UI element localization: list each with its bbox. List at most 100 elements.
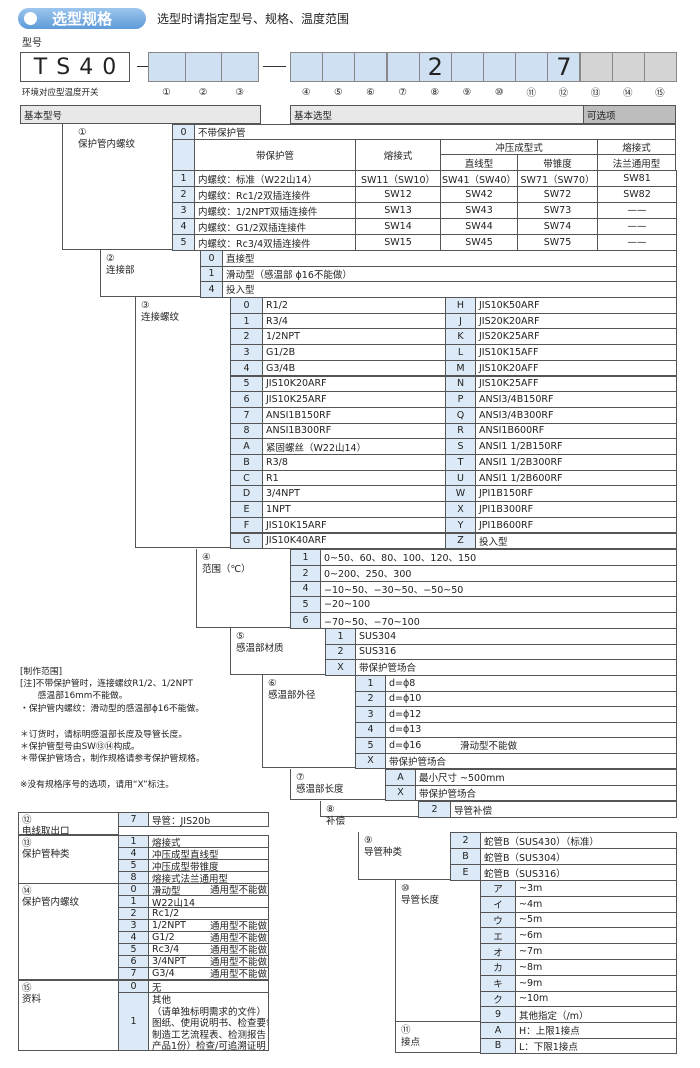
code-cell: K xyxy=(445,328,476,346)
position-number: ⑦ xyxy=(398,86,407,98)
code-cell: X xyxy=(445,501,476,518)
cell: ANSI1B600RF xyxy=(475,422,677,440)
section-num: ⑩ xyxy=(401,883,410,894)
cell: SW75 xyxy=(517,234,598,251)
cell: 不带保护管 xyxy=(194,124,676,140)
cell: 3/4NPT xyxy=(262,485,446,503)
code-cell: 0 xyxy=(172,124,195,140)
cell: JIS20K20ARF xyxy=(475,312,677,330)
badge-text: 选型规格 xyxy=(52,10,113,28)
section-label: 范围（℃） xyxy=(202,564,251,575)
section-label: 连接部 xyxy=(106,265,135,276)
cell: SUS304 xyxy=(355,628,677,645)
bracket xyxy=(196,549,290,628)
cell: 投入型 xyxy=(222,281,677,298)
code-cell: U xyxy=(445,469,476,487)
cell: d=ϕ10 xyxy=(385,690,677,707)
dash xyxy=(137,66,150,67)
code-cell: X xyxy=(385,784,416,801)
code-cell: C xyxy=(230,469,263,487)
code-cell: 6 xyxy=(290,612,321,629)
code-cell: 4 xyxy=(355,721,386,738)
cell: ~7m xyxy=(515,943,677,960)
cell: SW73 xyxy=(517,202,598,219)
cell: 内螺纹：1/2NPT双插连接件 xyxy=(194,202,356,219)
bracket xyxy=(62,124,172,250)
section-num: ⑭ xyxy=(22,886,32,897)
note: [注]不带保护管时，连接螺纹R1/2、1/2NPT xyxy=(20,678,193,689)
section-num: ⑫ xyxy=(22,815,32,826)
cell: SW15 xyxy=(355,234,441,251)
section-num: ⑮ xyxy=(22,983,32,994)
cell: SW13 xyxy=(355,202,441,219)
code-cell: 2 xyxy=(325,643,356,660)
cell: 导管补偿 xyxy=(450,801,677,818)
bracket xyxy=(320,801,418,817)
cell: 0~50、60、80、100、120、150 xyxy=(320,549,677,566)
cell: SW74 xyxy=(517,218,598,235)
cell: 蛇管B（SUS430）（标准） xyxy=(480,832,677,849)
cell: 带保护管场合 xyxy=(415,784,677,801)
cell: −20~100 xyxy=(320,596,677,614)
code-cell: B xyxy=(480,1037,516,1054)
spec-box xyxy=(515,52,549,82)
cell: SW43 xyxy=(440,202,518,219)
code-cell: 1 xyxy=(230,312,263,330)
bracket xyxy=(395,1022,480,1053)
note-text: 滑动型不能做 xyxy=(460,740,518,752)
note: ＊保护管型号由SW⑬⑭构成。 xyxy=(20,741,140,752)
position-number: ① xyxy=(162,86,171,98)
code-cell: N xyxy=(445,375,476,393)
section-label: 接点 xyxy=(401,1037,421,1048)
cell: —— xyxy=(597,202,677,219)
code-cell: X xyxy=(325,659,356,676)
cell: 内螺纹：G1/2双插连接件 xyxy=(194,218,356,235)
code-cell: ウ xyxy=(480,911,516,929)
cell: 1/2NPT xyxy=(262,328,446,346)
code-cell: M xyxy=(445,359,476,377)
code-cell: D xyxy=(230,485,263,503)
section-num: ⑥ xyxy=(268,678,277,689)
cell: SW72 xyxy=(517,186,598,203)
cell: —— xyxy=(597,218,677,235)
cell: 0~200、250、300 xyxy=(320,564,677,582)
code-cell: 1 xyxy=(325,628,356,645)
cell: ~6m xyxy=(515,927,677,945)
note: [制作范围] xyxy=(20,666,63,677)
cell: SW14 xyxy=(355,218,441,235)
cell: ~10m xyxy=(515,990,677,1008)
cell: d=ϕ8 xyxy=(385,675,677,692)
cell: —— xyxy=(597,234,677,251)
position-number: ② xyxy=(198,86,208,98)
code-cell: 9 xyxy=(480,1006,516,1024)
spec-box xyxy=(322,52,356,82)
cell: JIS10K20ARF xyxy=(262,375,446,393)
cell: d=ϕ12 xyxy=(385,706,677,723)
section-label: 连接螺纹 xyxy=(141,312,180,323)
spec-box: 2 xyxy=(418,52,452,82)
cell: JIS20K25ARF xyxy=(475,328,677,346)
spec-box xyxy=(611,52,645,82)
text-line: （请单独标明需求的文件） xyxy=(152,1006,267,1018)
spec-box xyxy=(579,52,613,82)
cell: JIS10K15ARF xyxy=(262,516,446,534)
code-cell: 1 xyxy=(172,170,195,187)
cell: ~8m xyxy=(515,959,677,976)
bracket xyxy=(290,769,385,800)
code-cell: 4 xyxy=(290,580,321,598)
cell: JIS10K25ARF xyxy=(262,391,446,408)
note: ・保护管内螺纹：滑动型的感温部ϕ16不能做。 xyxy=(20,703,205,714)
note-text: 通用型不能做 xyxy=(210,969,268,980)
code-cell: W xyxy=(445,485,476,503)
cell: R1 xyxy=(262,469,446,487)
section-num: ⑦ xyxy=(296,772,305,783)
code-cell: 1 xyxy=(290,549,321,566)
spec-box xyxy=(354,52,388,82)
cell: H：上限1接点 xyxy=(515,1022,677,1039)
cell: 直接型 xyxy=(222,250,677,267)
bracket xyxy=(395,880,480,1023)
cell: 其他（请单独标明需求的文件）图纸、使用说明书、检查要领书、制造工艺流程表、检测报… xyxy=(148,992,269,1051)
cell: L：下限1接点 xyxy=(515,1037,677,1054)
code-cell: A xyxy=(230,438,263,455)
head-cell: 熔接式 xyxy=(355,139,441,171)
